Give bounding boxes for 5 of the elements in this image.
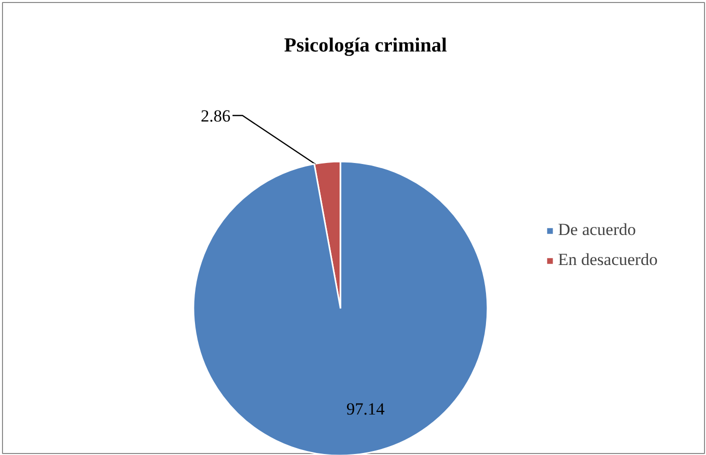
legend-label: De acuerdo (558, 220, 636, 240)
chart-title: Psicología criminal (284, 34, 448, 56)
data-label: 2.86 (200, 106, 230, 126)
data-label: 97.14 (346, 399, 386, 418)
legend-label: En desacuerdo (558, 250, 658, 270)
